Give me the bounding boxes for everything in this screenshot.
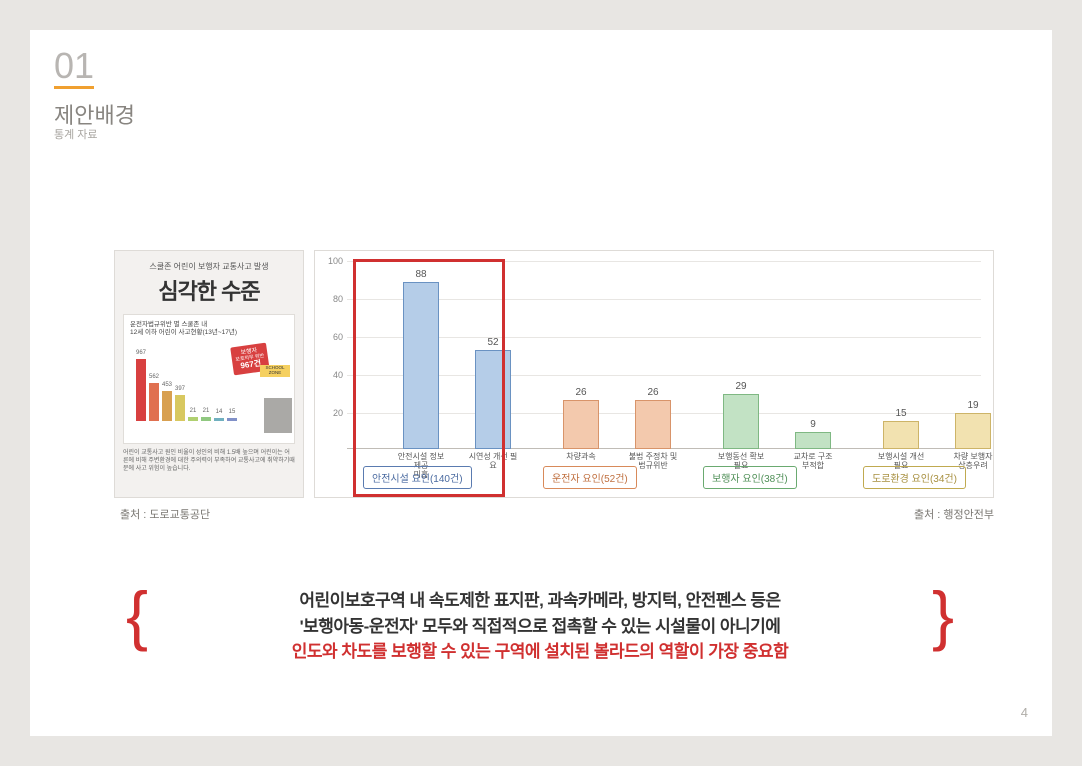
bar-value-label: 29 (724, 381, 758, 392)
chart-bar: 52시연성 개선 필요 (475, 350, 511, 449)
y-gridline (347, 261, 981, 262)
schoolzone-sign: SCHOOL ZONE (260, 365, 290, 377)
bar-value-label: 9 (796, 419, 830, 430)
mini-bar-value: 453 (160, 382, 174, 388)
mini-bar: 453 (162, 391, 172, 421)
chart-bar: 26불법 주정차 및 법규위반 (635, 400, 671, 449)
bar-value-label: 88 (404, 269, 438, 280)
mini-bar: 21 (188, 417, 198, 421)
mini-bar-value: 15 (225, 409, 239, 415)
content-row: 스쿨존 어린이 보행자 교통사고 발생 심각한 수준 운전자법규위반 별 스쿨존… (114, 250, 994, 510)
bar-value-label: 52 (476, 337, 510, 348)
page-number: 4 (1021, 705, 1028, 720)
bar-value-label: 26 (636, 387, 670, 398)
chart-bar: 88안전시설 정보제공 미흡 (403, 282, 439, 449)
mini-bar: 14 (214, 418, 224, 421)
chart-bar: 9교차로 구조 부적합 (795, 432, 831, 449)
decorative-block (264, 398, 292, 433)
chart-bar: 26차량과속 (563, 400, 599, 449)
callout-line-1: 어린이보호구역 내 속도제한 표지판, 과속카메라, 방지턱, 안전펜스 등은 (140, 588, 940, 614)
y-gridline (347, 375, 981, 376)
main-bar-chart: 2040608010088안전시설 정보제공 미흡52시연성 개선 필요26차량… (314, 250, 994, 498)
slide: 01 제안배경 통계 자료 스쿨존 어린이 보행자 교통사고 발생 심각한 수준… (30, 30, 1052, 736)
mini-bar: 21 (201, 417, 211, 421)
callout-line-2: '보행아동-운전자' 모두와 직접적으로 접촉할 수 있는 시설물이 아니기에 (140, 614, 940, 640)
brace-left-icon: { (126, 582, 148, 648)
mini-bar: 15 (227, 418, 237, 421)
chart-bar: 19차량 보행자 상층우려 (955, 413, 991, 449)
chart-group-badge: 운전자 요인(52건) (543, 466, 637, 489)
mini-bar-value: 967 (134, 350, 148, 356)
bar-category-label: 시연성 개선 필요 (468, 452, 519, 470)
infographic-card: 스쿨존 어린이 보행자 교통사고 발생 심각한 수준 운전자법규위반 별 스쿨존… (114, 250, 304, 498)
y-tick-label: 20 (323, 408, 343, 418)
mini-bar-value: 21 (199, 408, 213, 414)
chart-group-badge: 도로환경 요인(34건) (863, 466, 966, 489)
mini-bar: 397 (175, 395, 185, 421)
callout-block: { 어린이보호구역 내 속도제한 표지판, 과속카메라, 방지턱, 안전펜스 등… (140, 588, 940, 665)
y-tick-label: 100 (323, 256, 343, 266)
chart-group-badge: 보행자 요인(38건) (703, 466, 797, 489)
mini-bar-value: 397 (173, 386, 187, 392)
bar-value-label: 19 (956, 400, 990, 411)
y-tick-label: 40 (323, 370, 343, 380)
infographic-footer: 어린이 교통사고 원인 비율이 성인의 비해 1.5배 높으며 어린이는 어른에… (123, 450, 295, 473)
brace-right-icon: } (932, 582, 954, 648)
mini-bar-value: 562 (147, 374, 161, 380)
mini-bar: 967 (136, 359, 146, 421)
chart-group-badge: 안전시설 요인(140건) (363, 466, 472, 489)
mini-bar: 562 (149, 383, 159, 421)
infographic-pretitle: 스쿨존 어린이 보행자 교통사고 발생 (123, 261, 295, 272)
bar-value-label: 15 (884, 408, 918, 419)
chart-plot-area: 2040608010088안전시설 정보제공 미흡52시연성 개선 필요26차량… (347, 261, 981, 449)
chart-bar: 29보행동선 확보 필요 (723, 394, 759, 449)
y-tick-label: 60 (323, 332, 343, 342)
slide-number: 01 (54, 48, 94, 89)
infographic-title: 심각한 수준 (123, 274, 295, 306)
callout-line-3: 인도와 차도를 보행할 수 있는 구역에 설치된 볼라드의 역할이 가장 중요함 (140, 639, 940, 665)
infographic-inner: 운전자법규위반 별 스쿨존 내 12세 이하 어린이 사고현황(13년~17년)… (123, 314, 295, 444)
source-right: 출처 : 행정안전부 (914, 506, 994, 522)
mini-bar-value: 21 (186, 408, 200, 414)
y-gridline (347, 337, 981, 338)
bar-value-label: 26 (564, 387, 598, 398)
slide-subtitle: 통계 자료 (54, 126, 98, 142)
y-tick-label: 80 (323, 294, 343, 304)
infographic-inner-label: 운전자법규위반 별 스쿨존 내 12세 이하 어린이 사고현황(13년~17년) (130, 321, 288, 337)
y-gridline (347, 299, 981, 300)
source-left: 출처 : 도로교통공단 (120, 506, 210, 522)
mini-bar-value: 14 (212, 409, 226, 415)
bar-category-label: 차량과속 (556, 452, 607, 461)
chart-bar: 15보행시설 개선필요 (883, 421, 919, 450)
